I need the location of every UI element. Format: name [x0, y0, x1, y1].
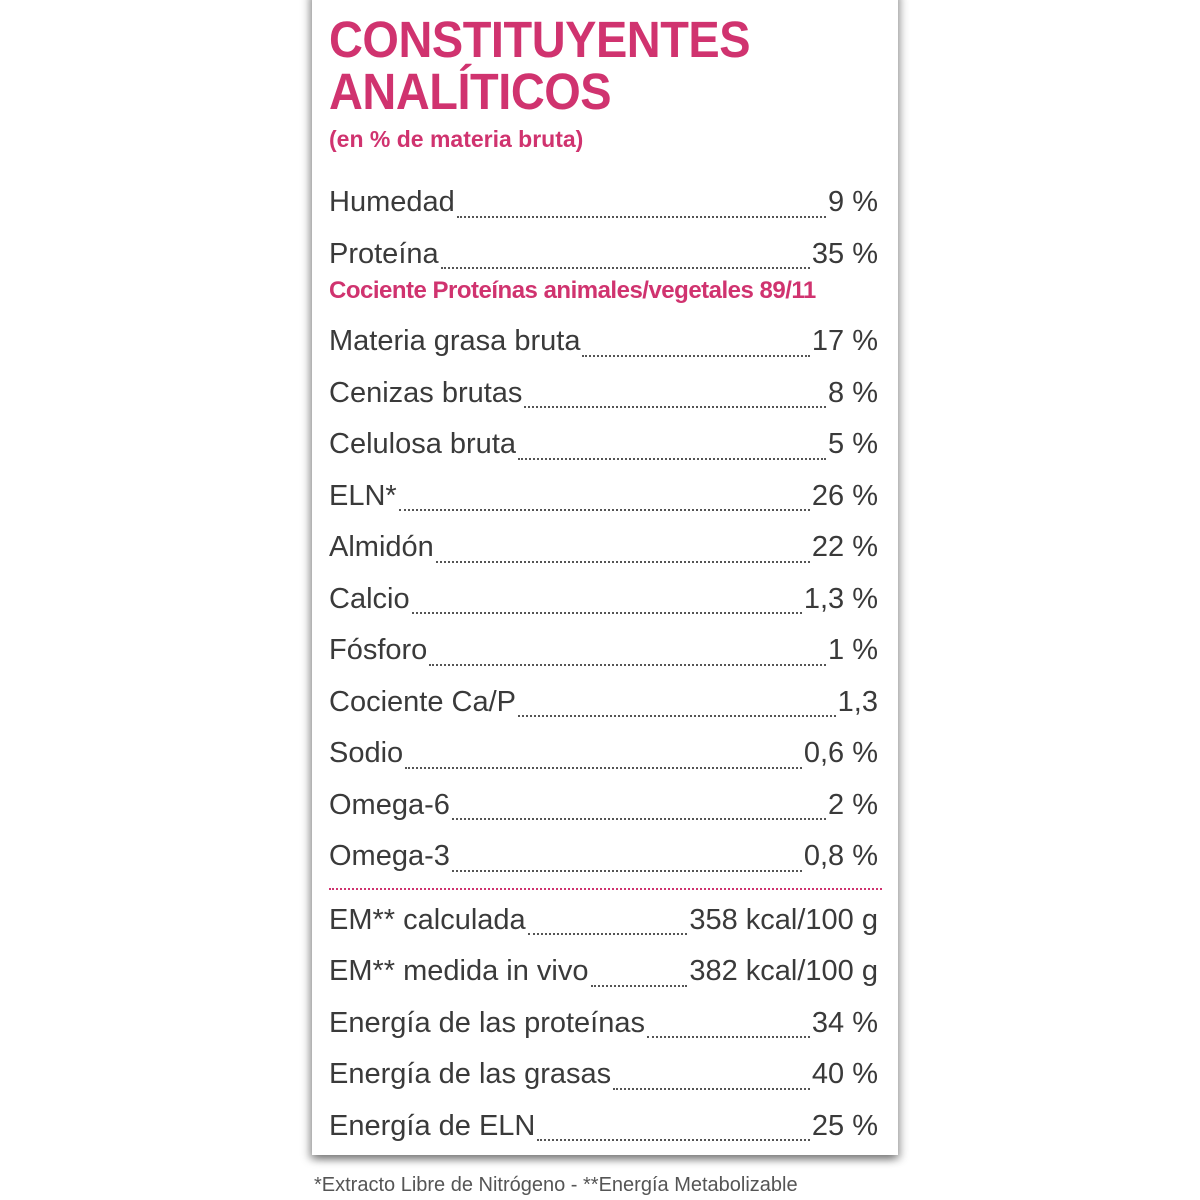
table-row: Sodio 0,6 %: [329, 728, 878, 780]
title-line-1: CONSTITUYENTES: [329, 11, 751, 68]
dot-leader: [537, 1115, 810, 1142]
nutrient-label: Almidón: [329, 531, 434, 564]
nutrient-label: Celulosa bruta: [329, 428, 516, 461]
nutrient-label: Cenizas brutas: [329, 376, 523, 409]
nutrient-label: Fósforo: [329, 634, 428, 667]
nutrient-value: 25 %: [811, 1109, 878, 1142]
nutrient-label: Proteína: [329, 237, 439, 270]
nutrient-label: Energía de las proteínas: [329, 1006, 645, 1039]
table-row: Omega-3 0,8 %: [329, 831, 878, 883]
dotted-divider: [329, 883, 882, 895]
table-row: Cenizas brutas 8 %: [329, 368, 878, 420]
dot-leader: [451, 846, 802, 872]
nutrient-value: 0,6 %: [803, 737, 878, 770]
nutrient-label: Energía de las grasas: [329, 1058, 612, 1091]
title-line-2: ANALÍTICOS: [329, 63, 612, 120]
nutrient-value: 2 %: [828, 788, 878, 821]
page-title: CONSTITUYENTES ANALÍTICOS: [329, 11, 751, 120]
nutrient-label: Energía de ELN: [329, 1109, 536, 1142]
nutrient-label: Sodio: [329, 737, 404, 770]
nutrient-value: 40 %: [811, 1058, 878, 1091]
table-row: Energía de las grasas 40 %: [329, 1049, 878, 1101]
dot-leader: [456, 192, 827, 218]
nutrient-label: Humedad: [329, 186, 455, 219]
table-row: Almidón 22 %: [329, 522, 878, 574]
subtitle: (en % de materia bruta): [329, 126, 584, 152]
table-row: Cociente Ca/P 1,3: [329, 677, 878, 729]
nutrient-value: 26 %: [811, 479, 878, 512]
nutrient-value: 1,3 %: [803, 582, 878, 615]
dot-leader: [411, 588, 802, 615]
nutrient-value: 35 %: [811, 237, 878, 270]
dot-leader: [613, 1064, 810, 1090]
nutrient-value: 358 kcal/100 g: [689, 903, 878, 936]
nutrient-value: 0,8 %: [803, 840, 878, 873]
nutrient-label: Cociente Ca/P: [329, 685, 516, 718]
nutrient-value: 8 %: [828, 376, 878, 409]
dot-leader: [435, 537, 810, 563]
nutrient-label: Calcio: [329, 582, 410, 615]
dot-leader: [527, 909, 688, 936]
nutrient-label: Omega-3: [329, 840, 450, 873]
nutrient-value: 22 %: [811, 531, 878, 564]
nutrient-value: 382 kcal/100 g: [689, 955, 878, 988]
nutrient-label: Materia grasa bruta: [329, 325, 581, 358]
table-row: Fósforo 1 %: [329, 625, 878, 677]
dot-leader: [451, 794, 827, 821]
table-row: Energía de ELN 25 %: [329, 1101, 878, 1153]
nutrient-value: 34 %: [811, 1006, 878, 1039]
footnote: *Extracto Libre de Nitrógeno - **Energía…: [314, 1174, 798, 1196]
table-row: Proteína 35 %: [329, 229, 878, 281]
table-row: Calcio 1,3 %: [329, 574, 878, 626]
nutrient-label: Omega-6: [329, 788, 450, 821]
table-row: Humedad 9 %: [329, 177, 878, 229]
dot-leader: [590, 961, 688, 987]
protein-ratio-note: Cociente Proteínas animales/vegetales 89…: [329, 277, 816, 304]
nutrient-value: 5 %: [828, 428, 878, 461]
dot-leader: [524, 382, 827, 409]
nutrient-value: 1 %: [828, 634, 878, 667]
table-row: Celulosa bruta 5 %: [329, 419, 878, 471]
dot-leader: [582, 331, 810, 357]
nutrient-value: 9 %: [828, 186, 878, 219]
nutrient-label: ELN*: [329, 479, 397, 512]
dot-leader: [440, 243, 810, 270]
table-row: Omega-6 2 %: [329, 780, 878, 832]
table-row: EM** calculada 358 kcal/100 g: [329, 895, 878, 947]
table-row: EM** medida in vivo 382 kcal/100 g: [329, 946, 878, 998]
table-row: Energía de las proteínas 34 %: [329, 998, 878, 1050]
nutrient-value: 1,3: [837, 685, 878, 718]
dot-leader: [405, 743, 802, 769]
nutrient-label: EM** calculada: [329, 903, 526, 936]
table-row: Materia grasa bruta 17 %: [329, 316, 878, 368]
table-row: ELN* 26 %: [329, 471, 878, 523]
nutrient-value: 17 %: [811, 325, 878, 358]
dot-leader: [646, 1012, 810, 1039]
dot-leader: [429, 640, 827, 666]
dot-leader: [518, 434, 827, 460]
nutrient-table: Humedad 9 % Proteína 35 % Cociente Proteínas…: [329, 177, 882, 1153]
dot-leader: [398, 485, 810, 512]
dot-leader: [518, 691, 836, 718]
nutrition-card: [312, 0, 898, 1155]
nutrient-label: EM** medida in vivo: [329, 955, 589, 988]
